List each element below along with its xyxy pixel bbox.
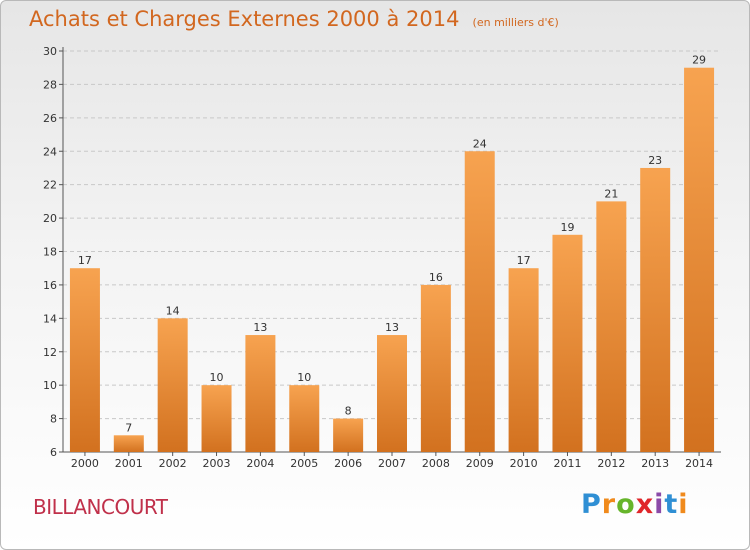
data-label: 13 [385, 321, 399, 334]
bar [377, 335, 407, 452]
y-tick-label: 8 [50, 413, 57, 426]
x-tick-label: 2009 [466, 457, 494, 470]
bar [333, 418, 364, 452]
data-label: 16 [429, 271, 443, 284]
x-tick-label: 2002 [159, 457, 187, 470]
y-tick-label: 26 [43, 112, 57, 125]
y-tick-label: 16 [43, 279, 57, 292]
data-label: 8 [345, 405, 352, 418]
data-label: 19 [560, 221, 574, 234]
data-label: 24 [473, 137, 487, 150]
bar [552, 234, 583, 452]
logo-letter: i [678, 489, 689, 520]
bar [640, 167, 671, 453]
x-tick-label: 2001 [115, 457, 143, 470]
labels: 6 8 10 12 14 16 18 20 22 24 26 28 30 2000 17 2001 7 2002 1… [43, 45, 713, 470]
y-tick-label: 12 [43, 346, 57, 359]
x-tick-label: 2011 [553, 457, 581, 470]
x-tick-label: 2005 [290, 457, 318, 470]
data-label: 17 [517, 254, 531, 267]
y-tick-label: 18 [43, 246, 57, 259]
x-tick-label: 2003 [203, 457, 231, 470]
y-tick-label: 14 [43, 312, 57, 325]
data-label: 13 [253, 321, 267, 334]
x-tick-label: 2012 [597, 457, 625, 470]
bar [464, 151, 495, 452]
y-tick-label: 20 [43, 212, 57, 225]
y-tick-label: 22 [43, 179, 57, 192]
y-tick-label: 28 [43, 78, 57, 91]
city-name: BILLANCOURT [33, 495, 168, 519]
bar [157, 318, 188, 452]
bar [69, 268, 100, 452]
bar [508, 268, 539, 452]
x-tick-label: 2000 [71, 457, 99, 470]
data-label: 21 [604, 187, 618, 200]
y-tick-label: 10 [43, 379, 57, 392]
data-label: 14 [166, 304, 180, 317]
logo-letter: P [581, 489, 602, 520]
bar [201, 385, 232, 452]
chart-title: Achats et Charges Externes 2000 à 2014 [29, 7, 460, 31]
x-tick-label: 2006 [334, 457, 362, 470]
logo-letter: i [654, 489, 665, 520]
x-tick-label: 2014 [685, 457, 713, 470]
chart-title-row: Achats et Charges Externes 2000 à 2014 (… [29, 7, 559, 31]
logo-letter: t [664, 489, 679, 520]
y-tick-label: 30 [43, 45, 57, 58]
data-label: 7 [125, 421, 132, 434]
chart-subtitle: (en milliers d'€) [472, 16, 559, 29]
data-label: 29 [692, 54, 706, 67]
bars [69, 67, 715, 453]
x-tick-label: 2010 [510, 457, 538, 470]
x-tick-label: 2004 [246, 457, 274, 470]
logo-letter: o [616, 489, 636, 520]
data-label: 10 [297, 371, 311, 384]
data-label: 10 [210, 371, 224, 384]
bar [245, 335, 276, 452]
bar [684, 67, 715, 452]
bar [596, 201, 627, 452]
x-tick-label: 2013 [641, 457, 669, 470]
data-label: 17 [78, 254, 92, 267]
y-tick-label: 6 [50, 446, 57, 459]
logo-letter: r [601, 489, 617, 520]
proxiti-logo: Proxiti [581, 489, 689, 520]
x-tick-label: 2007 [378, 457, 406, 470]
bar [289, 385, 320, 452]
x-tick-label: 2008 [422, 457, 450, 470]
logo-letter: x [635, 489, 655, 520]
y-tick-label: 24 [43, 145, 57, 158]
data-label: 23 [648, 154, 662, 167]
bar [113, 435, 144, 452]
bar [420, 284, 451, 452]
